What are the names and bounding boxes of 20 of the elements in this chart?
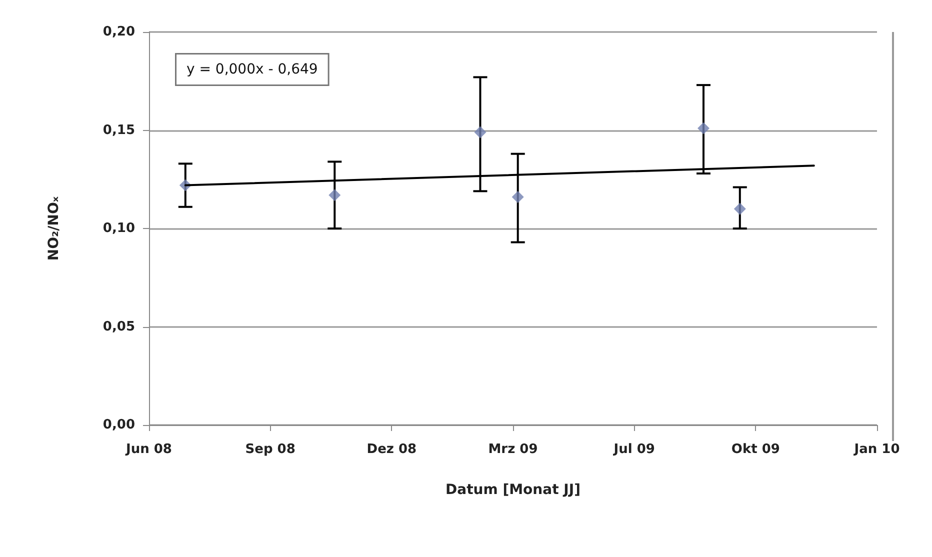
point xyxy=(512,191,524,204)
point xyxy=(697,122,710,134)
point xyxy=(474,126,486,138)
x-tick-label: Sep 08 xyxy=(245,442,296,457)
x-tick-label: Mrz 09 xyxy=(488,442,538,457)
x-tick-label: Okt 09 xyxy=(731,442,780,457)
x-tick-label: Jul 09 xyxy=(612,442,655,457)
point xyxy=(734,202,746,215)
y-tick-label: 0,05 xyxy=(102,319,135,334)
x-tick-label: Jun 08 xyxy=(125,442,172,457)
y-tick-label: 0,10 xyxy=(102,221,135,236)
x-tick-label: Jan 10 xyxy=(853,442,900,457)
x-tick-label: Dez 08 xyxy=(366,442,417,457)
y-axis-title: NO₂/NOₓ xyxy=(46,196,62,261)
point xyxy=(328,189,341,202)
annotation: y = 0,000x - 0,649 xyxy=(186,62,318,78)
y-tick-label: 0,00 xyxy=(102,418,135,432)
y-tick-label: 0,15 xyxy=(102,122,135,138)
x-axis-title: Datum [Monat JJ] xyxy=(446,482,580,498)
y-tick-label: 0,20 xyxy=(102,24,135,40)
